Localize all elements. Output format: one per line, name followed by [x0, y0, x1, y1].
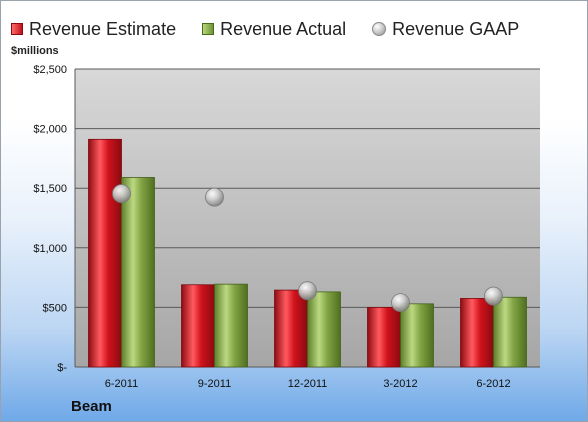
- legend-swatch-estimate: [11, 23, 23, 35]
- marker-revenue-gaap: [298, 281, 317, 301]
- y-tick-label: $2,500: [33, 64, 67, 76]
- y-tick-label: $1,000: [33, 243, 67, 255]
- x-tick-label: 9-2011: [198, 378, 231, 390]
- legend-label-actual: Revenue Actual: [220, 18, 347, 39]
- legend-item-estimate: Revenue Estimate: [11, 19, 176, 40]
- x-tick-label: 12-2011: [288, 378, 328, 390]
- legend-item-actual: Revenue Actual: [202, 19, 346, 40]
- bar-revenue-estimate: [274, 289, 308, 368]
- marker-revenue-gaap: [484, 286, 503, 306]
- y-axis-label: $millions: [11, 45, 59, 57]
- legend: Revenue Estimate Revenue Actual Revenue …: [11, 17, 519, 41]
- bar-revenue-estimate: [367, 306, 401, 368]
- bar-revenue-actual: [493, 296, 527, 368]
- bar-revenue-actual: [400, 303, 434, 368]
- bar-revenue-actual: [214, 283, 248, 368]
- marker-revenue-gaap: [112, 184, 131, 203]
- bar-revenue-actual: [307, 291, 341, 368]
- gaap-markers: [112, 184, 503, 313]
- bar-revenue-estimate: [88, 138, 122, 368]
- y-tick-label: $-: [57, 362, 67, 374]
- bars: [88, 138, 527, 368]
- y-tick-label: $500: [43, 302, 67, 314]
- y-tick-label: $2,000: [33, 124, 67, 136]
- x-tick-label: 6-2011: [105, 378, 138, 390]
- marker-revenue-gaap: [391, 293, 410, 313]
- marker-revenue-gaap: [205, 187, 224, 207]
- y-tick-labels: $- $500 $1,000 $1,500 $2,000 $2,500: [33, 64, 67, 374]
- x-axis-label: Beam: [71, 398, 112, 415]
- bar-revenue-estimate: [460, 298, 494, 368]
- bar-revenue-actual: [121, 177, 155, 368]
- legend-label-gaap: Revenue GAAP: [392, 18, 520, 39]
- x-tick-label: 3-2012: [383, 378, 417, 390]
- y-tick-label: $1,500: [33, 183, 67, 195]
- legend-item-gaap: Revenue GAAP: [372, 19, 519, 40]
- bar-revenue-estimate: [181, 284, 215, 368]
- legend-label-estimate: Revenue Estimate: [29, 18, 177, 39]
- legend-swatch-gaap: [372, 22, 387, 36]
- x-tick-label: 6-2012: [476, 378, 510, 390]
- legend-swatch-actual: [202, 23, 215, 35]
- x-tick-labels: 6-2011 9-2011 12-2011 3-2012 6-2012: [105, 378, 511, 390]
